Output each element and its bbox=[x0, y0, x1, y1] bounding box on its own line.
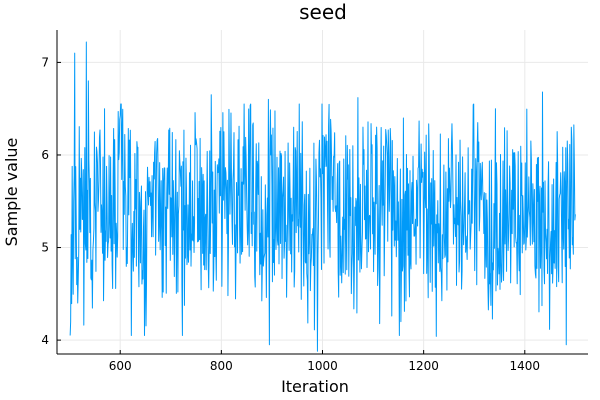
x-ticks: 600 800 1000 1200 1400 bbox=[109, 350, 540, 373]
x-tick-label: 1000 bbox=[307, 359, 338, 373]
y-tick-label: 7 bbox=[41, 55, 49, 69]
chart-title: seed bbox=[299, 0, 347, 24]
x-tick-label: 1400 bbox=[510, 359, 541, 373]
y-tick-label: 5 bbox=[41, 241, 49, 255]
y-ticks: 4 5 6 7 bbox=[41, 55, 61, 347]
y-tick-label: 6 bbox=[41, 148, 49, 162]
x-tick-label: 600 bbox=[109, 359, 132, 373]
x-tick-label: 800 bbox=[210, 359, 233, 373]
y-tick-label: 4 bbox=[41, 333, 49, 347]
series-line bbox=[69, 41, 576, 352]
y-axis-label: Sample value bbox=[2, 138, 21, 247]
x-axis-label: Iteration bbox=[281, 377, 349, 396]
series-layer bbox=[69, 41, 576, 352]
x-tick-label: 1200 bbox=[408, 359, 439, 373]
